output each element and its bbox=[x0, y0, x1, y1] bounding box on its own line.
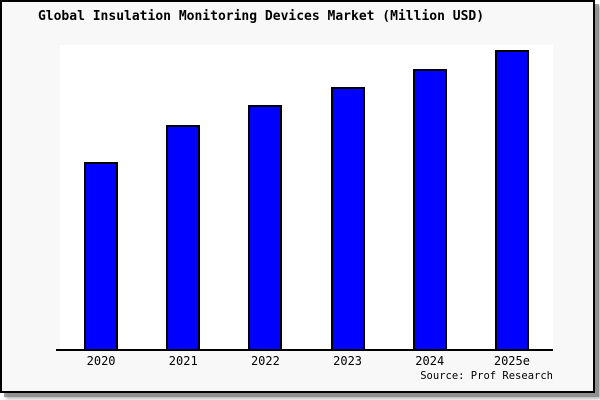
x-tick-label-2021: 2021 bbox=[168, 354, 198, 368]
bar-2021 bbox=[166, 125, 201, 350]
chart-title: Global Insulation Monitoring Devices Mar… bbox=[37, 9, 485, 24]
x-tick-label-2020: 2020 bbox=[86, 354, 116, 368]
x-tick-label-2025e: 2025e bbox=[493, 354, 530, 368]
plot-area bbox=[60, 45, 553, 350]
bar-2025e bbox=[494, 50, 529, 350]
bar-2024 bbox=[412, 69, 447, 350]
chart-canvas: Global Insulation Monitoring Devices Mar… bbox=[37, 9, 553, 382]
bar-2023 bbox=[330, 87, 365, 350]
x-tick-label-2023: 2023 bbox=[333, 354, 363, 368]
chart-frame: Global Insulation Monitoring Devices Mar… bbox=[0, 0, 595, 393]
source-note: Source: Prof Research bbox=[420, 370, 553, 382]
bar-2022 bbox=[248, 105, 283, 350]
x-tick-label-2022: 2022 bbox=[250, 354, 280, 368]
bar-2020 bbox=[84, 162, 119, 350]
x-tick-label-2024: 2024 bbox=[415, 354, 445, 368]
x-axis-line bbox=[56, 349, 553, 351]
